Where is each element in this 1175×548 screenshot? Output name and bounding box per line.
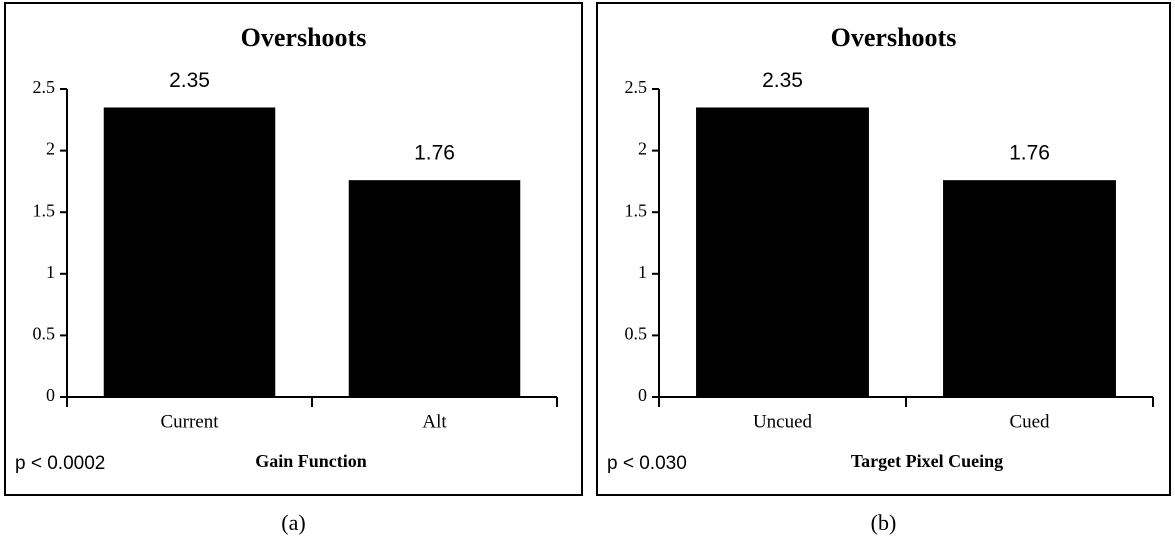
- annotation: p < 0.0002: [15, 453, 105, 474]
- chart-title: Overshoots: [241, 23, 367, 52]
- y-tick-label: 2.5: [625, 77, 648, 97]
- panel-frame: [4, 2, 583, 496]
- y-tick-label: 1.5: [33, 200, 56, 220]
- y-tick-label: 0: [638, 385, 647, 405]
- y-tick-label: 2: [638, 139, 647, 159]
- bar: [696, 107, 869, 397]
- caption: (b): [871, 510, 897, 535]
- data-label: 2.35: [762, 69, 803, 92]
- caption: (a): [281, 510, 305, 535]
- y-tick-label: 1: [46, 262, 55, 282]
- data-label: 1.76: [414, 142, 455, 165]
- x-tick-label: Alt: [422, 411, 447, 432]
- bar: [103, 107, 276, 397]
- x-tick-label: Cued: [1009, 411, 1050, 432]
- bar: [943, 180, 1116, 397]
- x-tick-label: Uncued: [753, 411, 813, 432]
- y-tick-label: 2.5: [33, 77, 56, 97]
- y-tick-label: 1: [638, 262, 647, 282]
- annotation: p < 0.030: [607, 453, 687, 474]
- data-label: 2.35: [169, 69, 210, 92]
- x-tick-label: Current: [160, 411, 219, 432]
- y-tick-label: 1.5: [625, 200, 648, 220]
- bar: [348, 180, 521, 397]
- y-tick-label: 0.5: [625, 324, 648, 344]
- y-tick-label: 0.5: [33, 324, 56, 344]
- chart-title: Overshoots: [831, 23, 957, 52]
- data-label: 1.76: [1009, 142, 1050, 165]
- y-tick-label: 0: [46, 385, 55, 405]
- x-axis-label: Gain Function: [255, 451, 367, 471]
- x-axis-label: Target Pixel Cueing: [851, 451, 1003, 471]
- panel-frame: [596, 2, 1171, 496]
- y-tick-label: 2: [46, 139, 55, 159]
